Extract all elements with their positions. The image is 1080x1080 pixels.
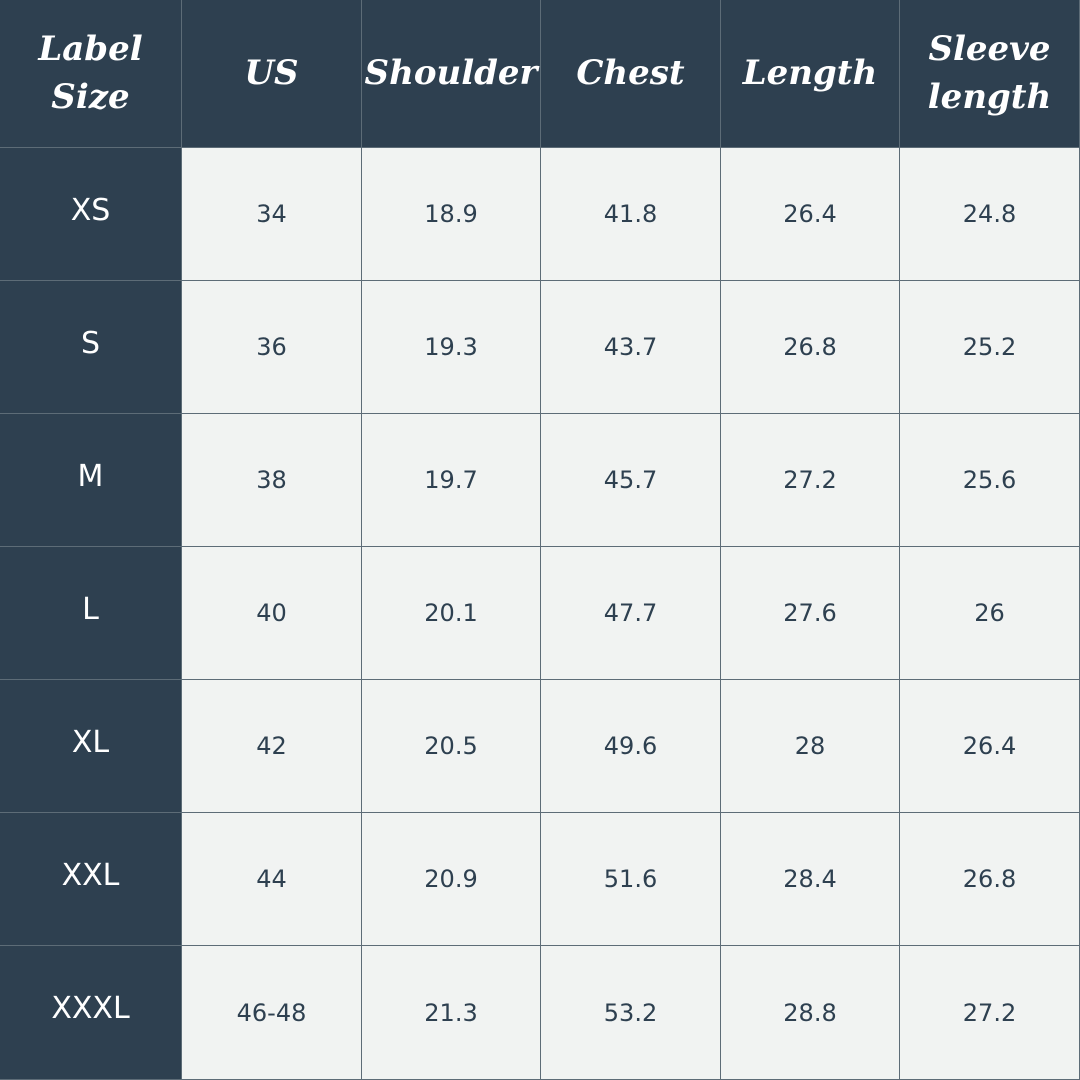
size-label: S <box>0 281 182 414</box>
measurement: 27.2 <box>721 414 900 547</box>
measurement: 34 <box>182 148 362 281</box>
measurement: 42 <box>182 680 362 813</box>
measurement: 36 <box>182 281 362 414</box>
measurement: 27.6 <box>721 547 900 680</box>
size-label: XS <box>0 148 182 281</box>
measurement: 41.8 <box>541 148 721 281</box>
column-header: Sleeve length <box>900 0 1080 148</box>
measurement: 19.3 <box>362 281 541 414</box>
measurement: 18.9 <box>362 148 541 281</box>
measurement: 20.1 <box>362 547 541 680</box>
measurement: 26.4 <box>900 680 1080 813</box>
measurement: 49.6 <box>541 680 721 813</box>
measurement: 26 <box>900 547 1080 680</box>
measurement: 40 <box>182 547 362 680</box>
size-label: M <box>0 414 182 547</box>
size-label: XL <box>0 680 182 813</box>
measurement: 47.7 <box>541 547 721 680</box>
measurement: 46-48 <box>182 946 362 1080</box>
column-header: Chest <box>541 0 721 148</box>
measurement: 26.4 <box>721 148 900 281</box>
size-label: XXL <box>0 813 182 946</box>
measurement: 28.8 <box>721 946 900 1080</box>
measurement: 53.2 <box>541 946 721 1080</box>
measurement: 43.7 <box>541 281 721 414</box>
measurement: 24.8 <box>900 148 1080 281</box>
measurement: 26.8 <box>900 813 1080 946</box>
measurement: 21.3 <box>362 946 541 1080</box>
measurement: 45.7 <box>541 414 721 547</box>
measurement: 26.8 <box>721 281 900 414</box>
size-label: L <box>0 547 182 680</box>
column-header: Length <box>721 0 900 148</box>
measurement: 25.2 <box>900 281 1080 414</box>
measurement: 51.6 <box>541 813 721 946</box>
measurement: 28 <box>721 680 900 813</box>
column-header: Label Size <box>0 0 182 148</box>
measurement: 44 <box>182 813 362 946</box>
column-header: Shoulder <box>362 0 541 148</box>
measurement: 20.9 <box>362 813 541 946</box>
measurement: 25.6 <box>900 414 1080 547</box>
measurement: 19.7 <box>362 414 541 547</box>
measurement: 38 <box>182 414 362 547</box>
size-label: XXXL <box>0 946 182 1080</box>
measurement: 28.4 <box>721 813 900 946</box>
measurement: 20.5 <box>362 680 541 813</box>
measurement: 27.2 <box>900 946 1080 1080</box>
column-header: US <box>182 0 362 148</box>
